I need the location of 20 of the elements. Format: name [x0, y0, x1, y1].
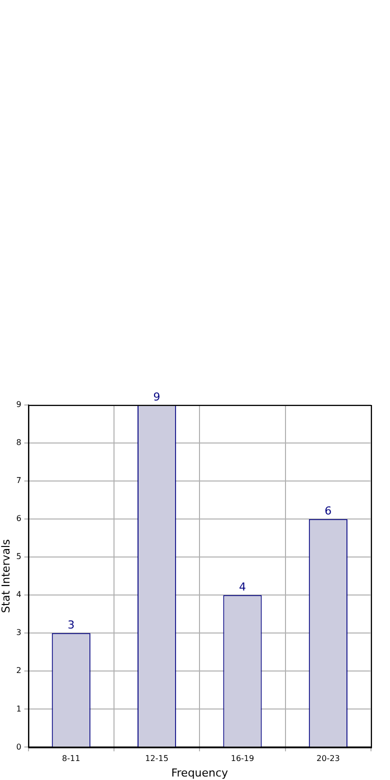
y-tick-label: 1 [16, 704, 22, 714]
data-label: 6 [324, 504, 332, 518]
x-axis-title: Frequency [171, 766, 229, 780]
y-tick-label: 3 [16, 628, 22, 638]
x-tick-label: 16-19 [230, 754, 254, 764]
x-tick-label: 20-23 [316, 754, 340, 764]
y-tick-label: 0 [16, 742, 22, 752]
y-tick-label: 5 [16, 552, 22, 562]
y-tick-label: 6 [16, 514, 22, 524]
y-tick-label: 4 [16, 590, 22, 600]
data-label: 3 [68, 618, 75, 632]
y-tick-label: 2 [16, 666, 22, 676]
data-label: 9 [153, 390, 160, 404]
y-tick-label: 9 [16, 400, 22, 410]
y-tick-label: 8 [16, 438, 22, 448]
x-tick-label: 8-11 [62, 754, 80, 764]
y-axis-title: Stat Intervals [0, 538, 12, 613]
x-tick-label: 12-15 [145, 754, 168, 764]
data-label: 4 [238, 580, 246, 594]
y-tick-label: 7 [16, 476, 22, 486]
